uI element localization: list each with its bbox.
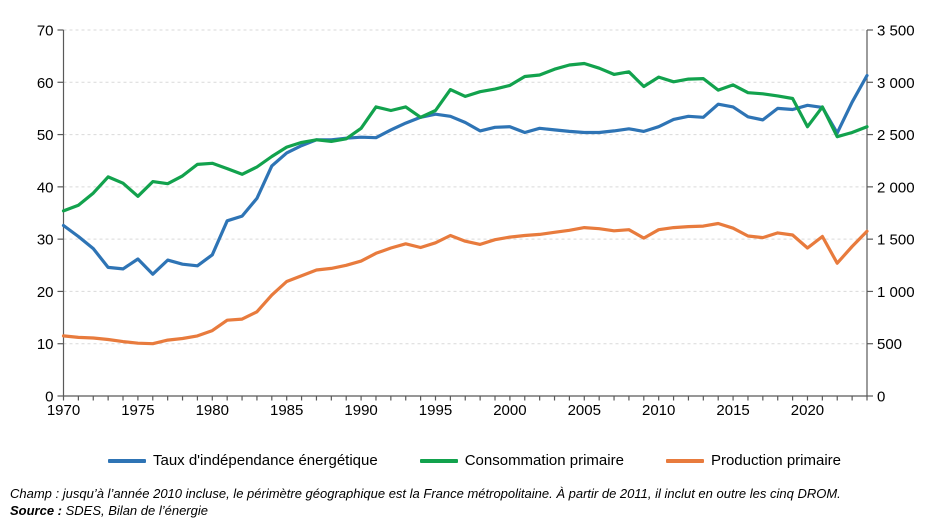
x-axis: 1970 1975 1980 1985 1990 1995 2000 2005 2010 2015… [47,396,868,419]
y-left-tick-label: 40 [37,179,54,196]
y-left-tick-label: 60 [37,75,54,92]
y-left-tick-label: 10 [37,336,54,353]
gridlines [63,29,867,345]
x-tick-label: 2005 [568,402,601,419]
y-left-tick-label: 0 [45,389,53,406]
series-line-2 [61,221,869,346]
source-label: Source : [10,502,63,518]
x-tick-label: 1980 [196,402,229,419]
y-axis-left: 0 10 20 30 40 50 60 70 [37,23,64,406]
chart-footnotes: Champ : jusqu’à l’année 2010 incluse, le… [10,486,942,519]
y-right-tick-label: 2 000 [877,179,915,196]
legend-label-taux: Taux d'indépendance énergétique [152,452,378,469]
x-tick-label: 1970 [47,402,80,419]
x-tick-label: 2020 [791,402,824,419]
chart-canvas: 0 10 20 30 40 50 60 70 0 500 1 000 1 500 2 000 2 500 3… [37,23,915,420]
source-text: SDES, Bilan de l’énergie [62,502,208,518]
x-tick-label: 2015 [716,402,749,419]
champ-note: Champ : jusqu’à l’année 2010 incluse, le… [10,486,841,501]
y-left-tick-label: 50 [37,127,54,144]
series-line-0 [61,73,869,276]
legend-swatch-orange [665,459,704,463]
y-left-tick-label: 70 [37,23,54,40]
series-line-1 [61,61,869,213]
y-right-tick-label: 2 500 [877,127,915,144]
legend-label-production: Production primaire [710,452,841,469]
x-tick-label: 1990 [344,402,377,419]
y-left-tick-label: 30 [37,232,54,249]
x-tick-label: 1985 [270,402,303,419]
legend-swatch-green [419,459,458,463]
y-right-tick-label: 3 500 [877,23,915,40]
legend-item-consommation[interactable]: Consommation primaire [419,452,624,470]
legend-item-production[interactable]: Production primaire [665,452,841,470]
x-tick-label: 1995 [419,402,452,419]
line-chart: 0 10 20 30 40 50 60 70 0 500 1 000 1 500 2 000 2 500 3… [37,23,915,420]
y-right-tick-label: 0 [877,389,885,406]
x-tick-label: 2000 [493,402,526,419]
y-right-tick-label: 1 500 [877,232,915,249]
x-tick-label: 1975 [121,402,154,419]
axes [62,30,868,397]
y-right-tick-label: 3 000 [877,75,915,92]
legend-label-consommation: Consommation primaire [464,452,624,469]
y-left-tick-label: 20 [37,284,54,301]
y-axis-right: 0 500 1 000 1 500 2 000 2 500 3 000 3 500 [867,23,915,406]
legend-swatch-blue [107,459,146,463]
y-right-tick-label: 1 000 [877,284,915,301]
source-note: Source : SDES, Bilan de l’énergie [10,503,942,520]
x-tick-label: 2010 [642,402,675,419]
chart-legend: Taux d'indépendance énergétique Consomma… [0,452,949,470]
legend-item-taux[interactable]: Taux d'indépendance énergétique [107,452,378,470]
y-right-tick-label: 500 [877,336,902,353]
